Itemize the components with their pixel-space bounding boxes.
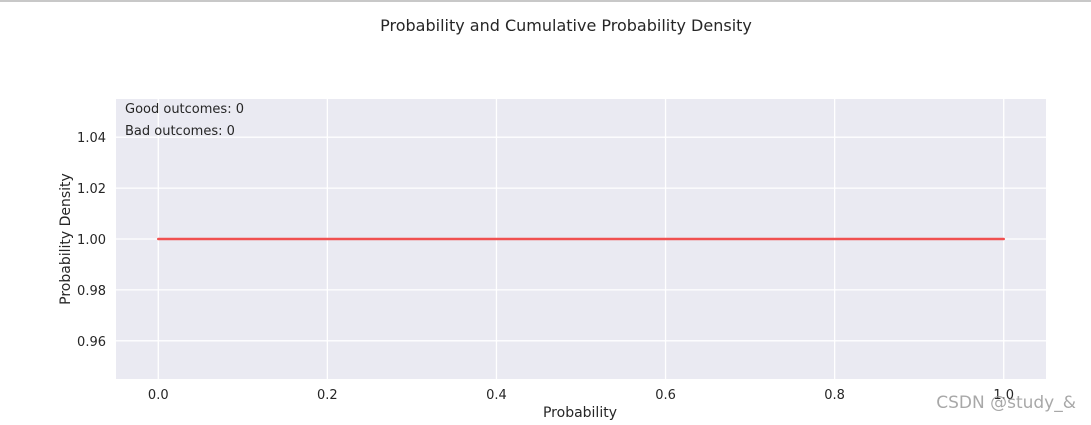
- x-axis-label: Probability: [543, 405, 617, 421]
- x-tick-label: 1.0: [993, 388, 1014, 403]
- y-tick-label: 1.04: [77, 131, 106, 146]
- y-tick-label: 0.98: [77, 284, 106, 299]
- window-top-border: [0, 0, 1091, 2]
- chart-title: Probability and Cumulative Probability D…: [380, 16, 752, 35]
- watermark: CSDN @study_&: [936, 393, 1076, 413]
- y-tick-label: 0.96: [77, 335, 106, 350]
- x-tick-label: 0.4: [486, 388, 507, 403]
- y-tick-labels: 0.96 0.98 1.00 1.02 1.04: [77, 131, 106, 350]
- outcome-annotation: Bad outcomes: 0: [125, 124, 235, 139]
- x-tick-label: 0.2: [317, 388, 338, 403]
- y-tick-label: 1.02: [77, 182, 106, 197]
- annotations: Good outcomes: 0 Bad outcomes: 0: [125, 102, 244, 139]
- y-axis-label: Probability Density: [58, 173, 74, 305]
- x-tick-labels: 0.0 0.2 0.4 0.6 0.8 1.0: [148, 388, 1014, 403]
- outcome-annotation: Good outcomes: 0: [125, 102, 244, 117]
- x-tick-label: 0.0: [148, 388, 169, 403]
- y-tick-label: 1.00: [77, 233, 106, 248]
- grid-lines: [116, 99, 1046, 379]
- x-tick-label: 0.6: [655, 388, 676, 403]
- x-tick-label: 0.8: [824, 388, 845, 403]
